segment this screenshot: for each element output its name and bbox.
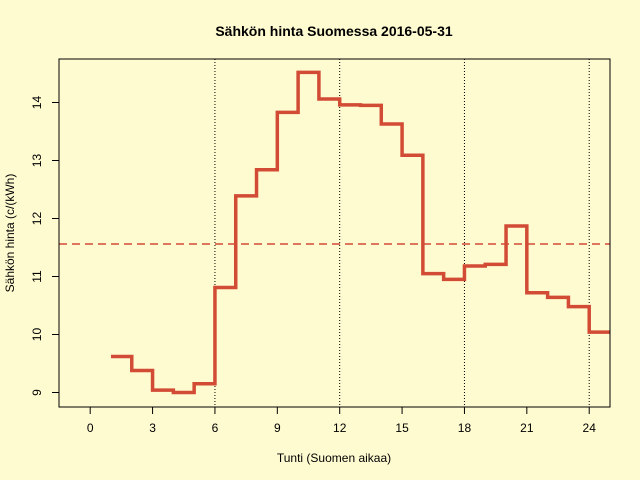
x-tick-label-3: 3 [149, 421, 156, 435]
y-tick-label-13: 13 [30, 154, 44, 168]
x-axis: 0 3 6 9 12 15 18 21 24 [87, 406, 597, 435]
vertical-gridlines [214, 59, 590, 407]
y-tick-label-11: 11 [30, 270, 44, 283]
x-tick-label-6: 6 [212, 421, 219, 435]
x-tick-label-0: 0 [87, 421, 94, 435]
x-axis-title: Tunti (Suomen aikaa) [277, 451, 391, 465]
price-step-line-0 [110, 70, 610, 395]
y-axis-title: Sähkön hinta (c/(kWh) [3, 174, 17, 293]
y-axis: 9 10 11 12 13 14 [30, 96, 60, 396]
x-tick-label-15: 15 [395, 421, 409, 435]
x-tick-label-21: 21 [520, 421, 534, 435]
x-tick-label-24: 24 [583, 421, 597, 435]
x-tick-label-12: 12 [333, 421, 347, 435]
chart-title: Sähkön hinta Suomessa 2016-05-31 [215, 23, 453, 39]
price-series-group [110, 70, 610, 395]
x-tick-label-9: 9 [274, 421, 281, 435]
y-tick-label-14: 14 [30, 96, 44, 110]
y-tick-label-9: 9 [30, 389, 44, 396]
y-tick-label-12: 12 [30, 212, 44, 226]
x-tick-label-18: 18 [458, 421, 472, 435]
y-tick-label-10: 10 [30, 328, 44, 342]
